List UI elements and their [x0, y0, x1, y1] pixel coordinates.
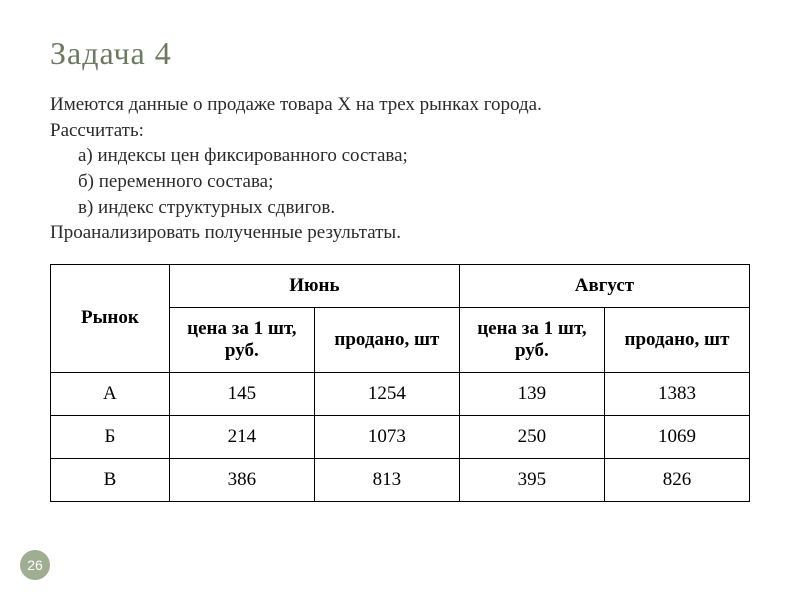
slide-container: Задача 4 Имеются данные о продаже товара… [0, 0, 800, 600]
desc-line2: Рассчитать: [50, 120, 144, 141]
table-row: В 386 813 395 826 [51, 458, 750, 501]
problem-description: Имеются данные о продаже товара Х на тре… [50, 92, 750, 246]
header-market: Рынок [51, 264, 170, 372]
table-row: Б 214 1073 250 1069 [51, 415, 750, 458]
subheader-june-price: цена за 1 шт, руб. [169, 307, 314, 372]
subheader-aug-sold: продано, шт [604, 307, 749, 372]
desc-item-a: а) индексы цен фиксированного состава; [50, 143, 750, 169]
cell-aug-price: 250 [459, 415, 604, 458]
slide-title: Задача 4 [50, 35, 750, 72]
table-header-row-1: Рынок Июнь Август [51, 264, 750, 307]
data-table: Рынок Июнь Август цена за 1 шт, руб. про… [50, 264, 750, 502]
cell-june-price: 145 [169, 372, 314, 415]
cell-market: Б [51, 415, 170, 458]
desc-item-c: в) индекс структурных сдвигов. [50, 195, 750, 221]
cell-aug-sold: 826 [604, 458, 749, 501]
cell-june-price: 214 [169, 415, 314, 458]
subheader-aug-price: цена за 1 шт, руб. [459, 307, 604, 372]
desc-line3: Проанализировать полученные результаты. [50, 222, 401, 243]
cell-june-sold: 1073 [314, 415, 459, 458]
cell-june-sold: 813 [314, 458, 459, 501]
cell-june-price: 386 [169, 458, 314, 501]
cell-aug-price: 395 [459, 458, 604, 501]
desc-line1: Имеются данные о продаже товара Х на тре… [50, 94, 542, 115]
desc-item-b: б) переменного состава; [50, 169, 750, 195]
cell-aug-sold: 1069 [604, 415, 749, 458]
header-june: Июнь [169, 264, 459, 307]
cell-aug-sold: 1383 [604, 372, 749, 415]
subheader-june-sold: продано, шт [314, 307, 459, 372]
table-row: А 145 1254 139 1383 [51, 372, 750, 415]
header-august: Август [459, 264, 749, 307]
cell-market: В [51, 458, 170, 501]
page-number-badge: 26 [20, 550, 50, 580]
cell-june-sold: 1254 [314, 372, 459, 415]
cell-aug-price: 139 [459, 372, 604, 415]
cell-market: А [51, 372, 170, 415]
